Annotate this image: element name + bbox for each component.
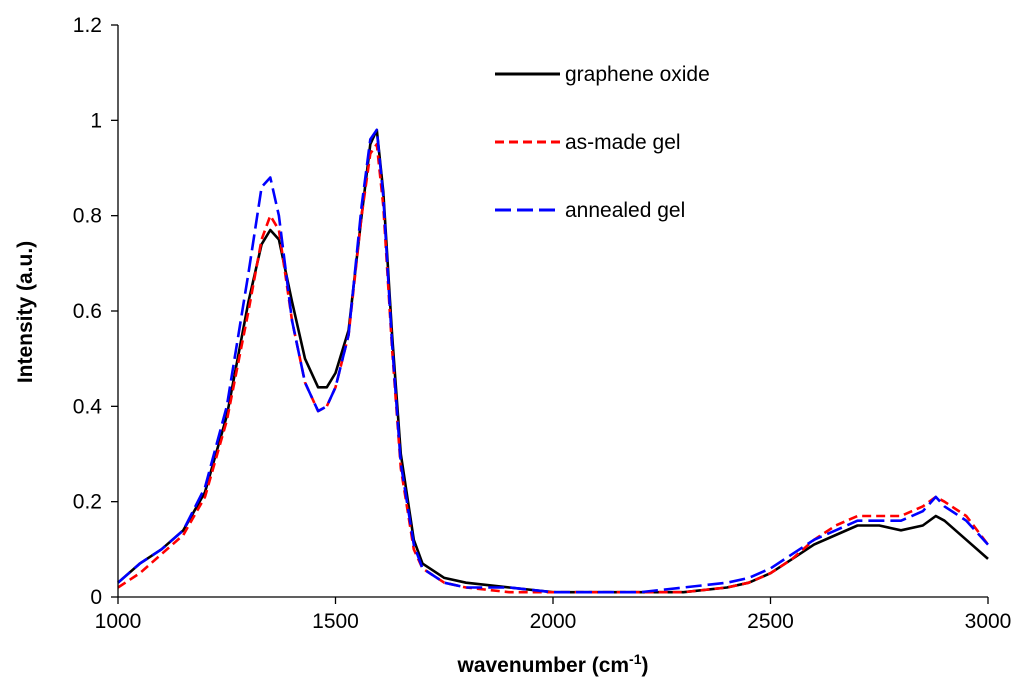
y-ticks: 0 0.2 0.4 0.6 0.8 1 1.2 [73,14,118,609]
x-axis-title-superscript: -1 [629,651,642,667]
y-tick-label: 1.2 [73,14,102,37]
x-axis-title: wavenumber (cm-1) [456,651,648,677]
x-tick-label: 2000 [530,610,577,633]
y-tick-label: 0.6 [73,300,102,323]
x-tick-label: 1000 [95,610,142,633]
series-line-as-made-gel [117,142,990,594]
x-axis-title-suffix: ) [642,654,649,677]
x-tick-label: 2500 [747,610,794,633]
legend-label: as-made gel [565,131,681,154]
x-tick-label: 3000 [965,610,1012,633]
y-tick-label: 1 [90,109,102,132]
legend: graphene oxide as-made gel annealed gel [495,63,710,222]
x-ticks: 1000 1500 2000 2500 3000 [95,597,1012,633]
x-axis-title-main: wavenumber (cm [456,654,629,677]
y-tick-label: 0.4 [73,395,103,418]
y-axis-title: Intensity (a.u.) [14,241,37,383]
series-line-annealed-gel [117,128,989,594]
y-tick-label: 0 [90,586,102,609]
series-line-graphene-oxide [117,128,989,594]
legend-label: annealed gel [565,199,685,222]
y-tick-label: 0.2 [73,491,102,514]
y-tick-label: 0.8 [73,205,102,228]
legend-label: graphene oxide [565,63,710,86]
plot-lines [117,128,990,594]
x-tick-label: 1500 [312,610,359,633]
